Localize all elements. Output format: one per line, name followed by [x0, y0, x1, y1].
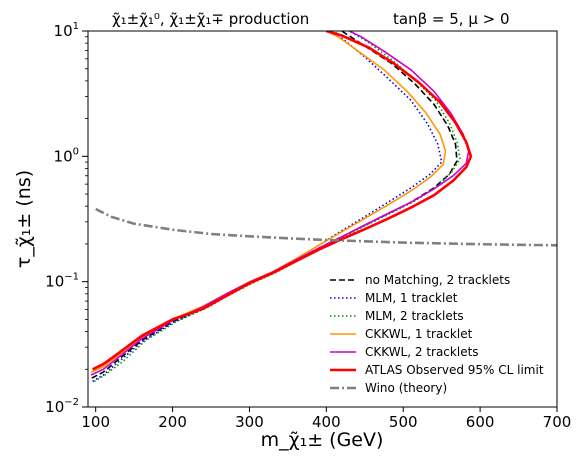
legend: no Matching, 2 tracklets MLM, 1 tracklet M…	[330, 273, 544, 395]
series-group	[90, 31, 557, 383]
x-tick-label: 500	[389, 413, 418, 431]
x-tick-label: 200	[158, 413, 187, 431]
y-axis-ticks: 10−2 10−1 100 101	[45, 21, 88, 416]
legend-label-4: CKKWL, 1 tracklet	[365, 327, 473, 341]
legend-label-1: no Matching, 2 tracklets	[365, 273, 510, 287]
legend-label-2: MLM, 1 tracklet	[365, 291, 458, 305]
legend-label-6: ATLAS Observed 95% CL limit	[365, 363, 544, 377]
series-line-3	[93, 31, 461, 383]
y-axis-label: τ_χ̃₁± (ns)	[13, 170, 35, 268]
x-tick-label: 400	[312, 413, 341, 431]
x-tick-label: 600	[466, 413, 495, 431]
x-tick-label: 100	[81, 413, 110, 431]
y-tick-label: 10−1	[45, 272, 79, 291]
plot-frame	[87, 30, 558, 408]
series-line-1	[91, 31, 458, 379]
series-line-2	[92, 31, 443, 383]
x-tick-label: 700	[543, 413, 572, 431]
legend-label-3: MLM, 2 tracklets	[365, 309, 464, 323]
title-right: tanβ = 5, μ > 0	[393, 10, 510, 28]
title-left: χ̃₁±χ̃₁⁰, χ̃₁±χ̃₁∓ production	[112, 10, 309, 28]
x-axis-ticks: 100 200 300 400 500 600 700	[81, 407, 571, 431]
series-line-5	[90, 31, 470, 376]
y-tick-label: 10−2	[45, 397, 79, 416]
x-axis-label: m_χ̃₁± (GeV)	[261, 429, 384, 451]
legend-label-5: CKKWL, 2 tracklets	[365, 345, 479, 359]
series-line-6	[92, 31, 473, 371]
x-tick-label: 300	[235, 413, 264, 431]
legend-label-7: Wino (theory)	[365, 381, 447, 395]
y-tick-label: 101	[54, 21, 79, 40]
y-tick-label: 100	[54, 146, 79, 165]
series-line-7	[95, 207, 557, 247]
